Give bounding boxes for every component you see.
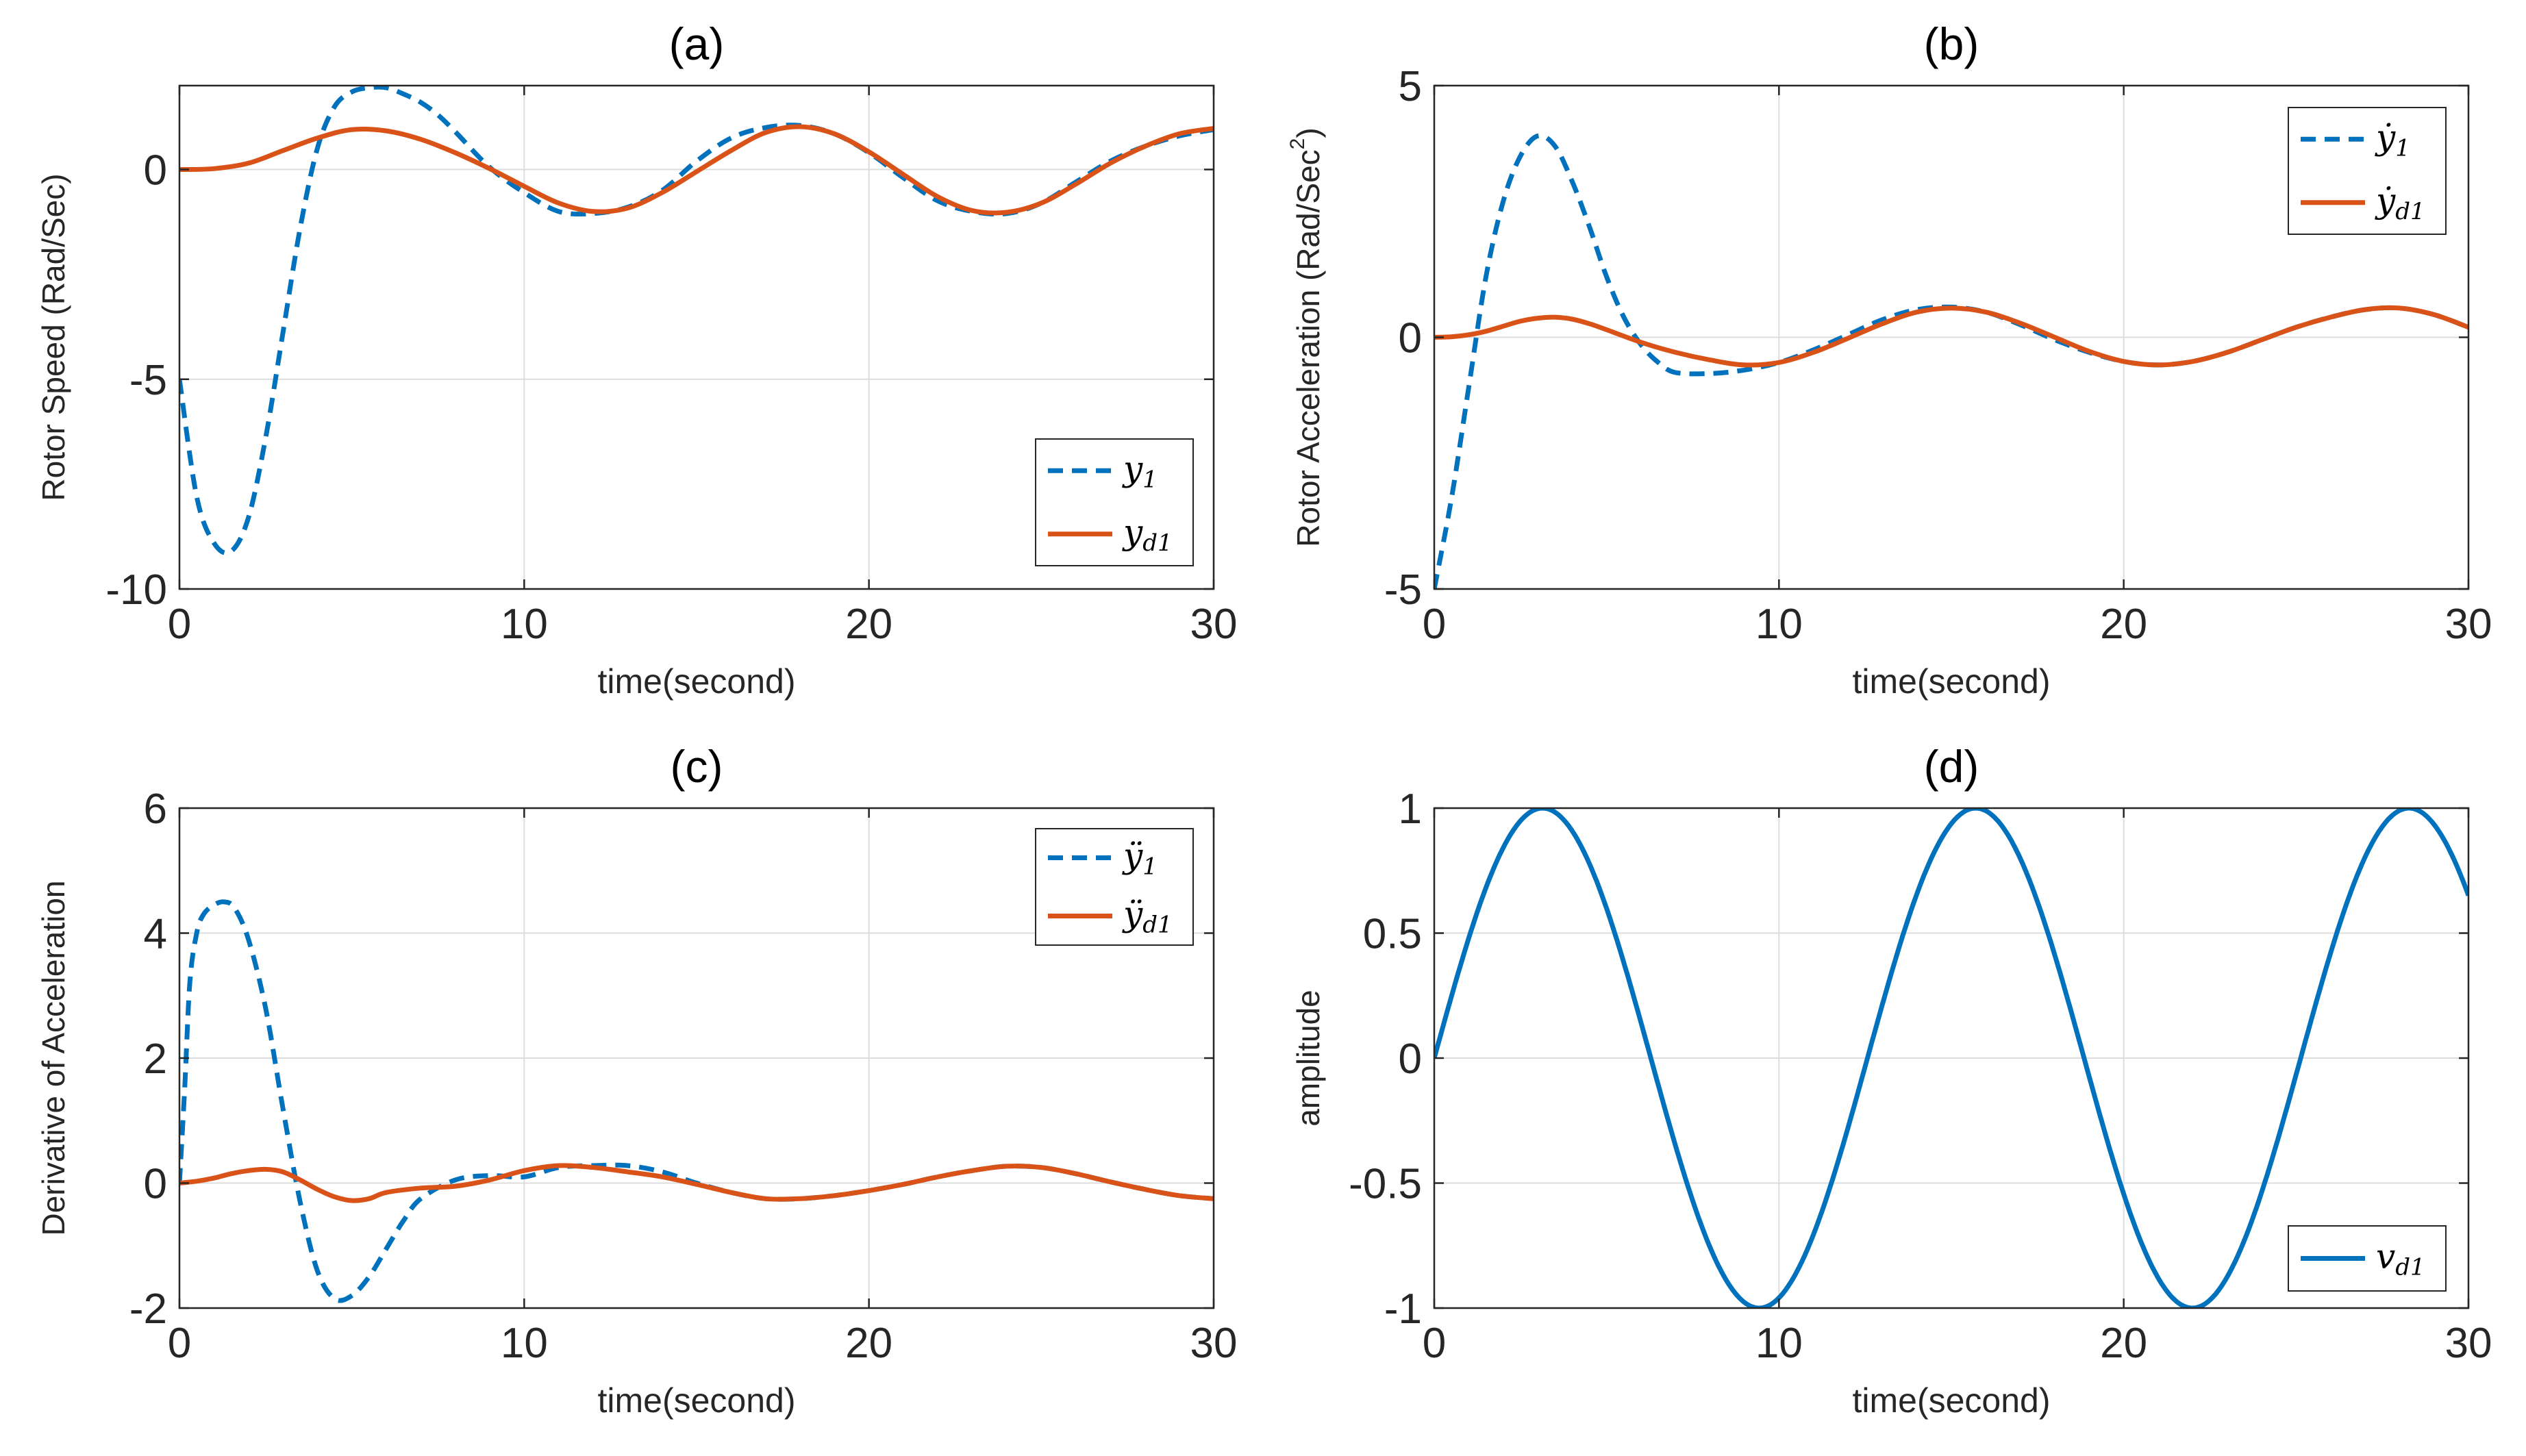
y-axis-label-text: Derivative of Acceleration [36, 880, 71, 1235]
legend-entry-label: y1 [1122, 449, 1158, 493]
y-axis-label-text: Rotor Acceleration (Rad/Sec [1290, 149, 1326, 547]
y-tick-label: 2 [144, 1035, 167, 1083]
y-tick-label: 6 [144, 786, 167, 833]
y-axis-label-text: amplitude [1290, 990, 1326, 1126]
legend-box [2288, 107, 2447, 235]
x-axis-label: time(second) [598, 662, 796, 701]
legend-entry-base: ÿ [1122, 894, 1143, 934]
y-axis-label-superscript: 2 [1286, 138, 1309, 150]
panel-d: 0 10 20 30 -1 -0.5 0 0.5 1 (d) time(second) amplitu… [1290, 741, 2492, 1420]
y-tick-label: -10 [105, 566, 167, 614]
x-axis-label: time(second) [1853, 662, 2051, 701]
y-tick-label: 0.5 [1363, 911, 1422, 958]
x-tick-label: 10 [501, 601, 548, 648]
y-tick-label: 0 [144, 147, 167, 194]
x-tick-label: 0 [168, 601, 191, 648]
x-tick-label: 30 [1190, 1320, 1238, 1367]
y-tick-label: 0 [1399, 1035, 1422, 1083]
legend: vd1 [2288, 1225, 2447, 1292]
x-tick-label: 0 [168, 1320, 191, 1367]
series-line-vd1 [1434, 808, 2468, 1308]
legend-entry-label: ẏd1 [2375, 181, 2425, 225]
legend-entry-subscript: 1 [1142, 853, 1158, 881]
y-axis-label-text: Rotor Speed (Rad/Sec) [36, 173, 71, 501]
x-tick-label: 30 [2445, 601, 2492, 648]
panel-a: 0 10 20 30 -10 -5 0 (a) time(second) Rotor Speed … [36, 18, 1237, 701]
legend-entry-label: ÿd1 [1122, 894, 1173, 939]
y-axis-label-end: ) [1290, 127, 1326, 138]
legend-entry-label: vd1 [2376, 1237, 2425, 1281]
legend-entry-subscript: d1 [1142, 529, 1172, 557]
legend-entry-label: ẏ1 [2375, 117, 2410, 162]
legend-entry-subscript: d1 [2395, 198, 2425, 225]
chart-title: (b) [1924, 18, 1979, 69]
x-tick-label: 0 [1423, 601, 1446, 648]
legend-entry-subscript: d1 [1142, 912, 1172, 939]
legend-entry-base: y [1122, 449, 1143, 488]
legend-entry-subscript: 1 [2395, 134, 2410, 162]
x-axis-label: time(second) [1853, 1381, 2051, 1420]
chart-title: (c) [671, 741, 723, 792]
y-tick-label: 5 [1399, 63, 1422, 110]
legend-entry-base: y [1122, 512, 1143, 552]
x-tick-label: 30 [1190, 601, 1238, 648]
series-line-ydotd1 [1434, 305, 2468, 368]
legend-entry-subscript: 1 [1142, 466, 1158, 493]
y-axis-label: Rotor Speed (Rad/Sec) [36, 173, 71, 501]
y-tick-label: -5 [129, 357, 167, 404]
y-tick-label: 1 [1399, 786, 1422, 833]
legend-entry-base: v [2376, 1237, 2395, 1277]
legend-entry-base: ÿ [1122, 836, 1143, 876]
chart-title: (d) [1924, 741, 1979, 792]
legend-box [1035, 438, 1194, 566]
panel-b: 0 10 20 30-505(b)time(second)Rotor Accelera… [1286, 18, 2492, 701]
x-tick-label: 10 [501, 1320, 548, 1367]
legend-entry-base: ẏ [2375, 181, 2396, 221]
legend-entry-subscript: d1 [2395, 1254, 2425, 1281]
x-tick-label: 10 [1755, 601, 1803, 648]
y-tick-label: 0 [144, 1161, 167, 1208]
y-axis-label: Rotor Acceleration (Rad/Sec2) [1286, 127, 1326, 547]
legend-box [1035, 828, 1194, 946]
x-tick-label: 20 [845, 601, 892, 648]
series-line-yddot1 [179, 899, 1214, 1303]
chart-title: (a) [669, 18, 725, 69]
x-tick-label: 0 [1423, 1320, 1446, 1367]
series-line-y1 [179, 86, 1214, 555]
x-tick-label: 20 [845, 1320, 892, 1367]
x-tick-label: 20 [2100, 1320, 2147, 1367]
series-line-yd1 [179, 124, 1214, 216]
y-tick-label: 0 [1399, 315, 1422, 362]
series-line-ydd_d1 [179, 1163, 1214, 1203]
axes-box [178, 84, 1215, 590]
x-tick-label: 20 [2100, 601, 2147, 648]
y-axis-label: amplitude [1290, 990, 1326, 1126]
legend-entry-label: ÿ1 [1122, 836, 1158, 881]
x-tick-label: 30 [2445, 1320, 2492, 1367]
y-axis-label: Derivative of Acceleration [36, 880, 71, 1235]
y-tick-label: -5 [1384, 566, 1422, 614]
legend-entry-label: yd1 [1122, 512, 1173, 557]
legend-entry-base: ẏ [2375, 117, 2396, 157]
y-tick-label: -1 [1384, 1285, 1422, 1333]
x-tick-label: 10 [1755, 1320, 1803, 1367]
y-tick-label: -0.5 [1349, 1161, 1422, 1208]
x-axis-label: time(second) [598, 1381, 796, 1420]
y-tick-label: -2 [129, 1285, 167, 1333]
y-tick-label: 4 [144, 911, 167, 958]
